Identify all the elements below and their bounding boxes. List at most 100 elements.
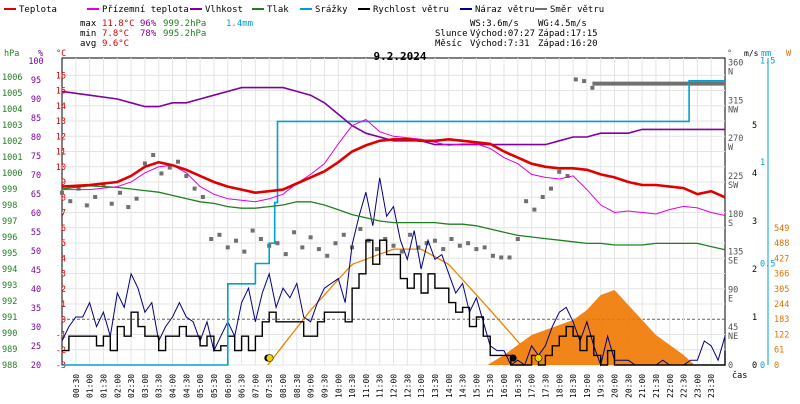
wind-direction-point: [540, 195, 545, 199]
wind-direction-point: [184, 174, 189, 178]
time-tick-label: 19:30: [597, 374, 606, 398]
stat-label: max: [80, 19, 97, 29]
time-tick-label: 01:30: [99, 374, 108, 398]
stat-label: min: [80, 29, 96, 39]
wind-direction-point: [308, 235, 313, 240]
info-moonset: Západ:16:20: [538, 39, 598, 49]
speed-tick-label: 2: [752, 265, 757, 275]
time-tick-label: 22:00: [666, 374, 675, 398]
time-tick-label: 03:30: [155, 374, 164, 398]
radiation-tick-label: 427: [774, 254, 789, 264]
wind-direction-point: [383, 237, 388, 241]
pressure-tick-label: 990: [2, 329, 17, 339]
wind-direction-point: [416, 245, 421, 250]
speed-tick-label: 5: [752, 121, 757, 131]
time-tick-label: 13:30: [431, 374, 440, 398]
rain-line: [62, 80, 725, 366]
pressure-tick-label: 992: [2, 297, 17, 307]
time-unit-label: čas: [732, 370, 747, 381]
radiation-tick-label: 122: [774, 330, 789, 340]
wind-direction-point: [424, 241, 429, 246]
time-tick-label: 17:00: [528, 374, 537, 398]
speed-tick-label: 4: [752, 169, 757, 179]
wind-direction-point: [341, 232, 346, 237]
wind-direction-point: [167, 165, 172, 170]
temperature-tick-label: 2: [61, 285, 66, 295]
wind-direction-point: [582, 79, 587, 84]
rain-tick-label: 1: [760, 158, 765, 168]
rain-tick-label: 0: [760, 361, 765, 371]
wind-direction-point: [316, 247, 321, 252]
time-tick-label: 23:00: [693, 374, 702, 398]
wind-direction-point: [242, 249, 247, 254]
info-sunset: Západ:17:15: [538, 29, 598, 39]
humidity-tick-label: 75: [31, 152, 41, 162]
speed-unit-label: m/s: [744, 49, 759, 58]
radiation-tick-label: 305: [774, 285, 789, 295]
humidity-tick-label: 35: [31, 304, 41, 314]
pressure-tick-label: 999: [2, 185, 17, 195]
direction-tick-label: NW: [728, 105, 739, 115]
temperature-tick-label: 9: [61, 178, 66, 188]
time-tick-label: 18:00: [555, 374, 564, 398]
wind-direction-point: [126, 205, 131, 210]
wind-direction-point: [60, 190, 64, 195]
radiation-tick-label: 366: [774, 270, 789, 280]
pressure-tick-label: 1000: [2, 169, 22, 179]
temperature-tick-label: 13: [56, 117, 66, 127]
sunset-marker: [534, 354, 543, 362]
wind-direction-point: [333, 241, 338, 246]
wind-direction-point: [507, 255, 512, 260]
time-tick-label: 21:00: [638, 374, 647, 398]
legend-label: Tlak: [267, 5, 289, 15]
time-tick-label: 16:30: [514, 374, 523, 398]
humidity-tick-label: 80: [31, 133, 41, 143]
pressure-tick-label: 1002: [2, 137, 22, 147]
pressure-tick-label: 1003: [2, 121, 22, 131]
pressure-tick-label: 988: [2, 361, 17, 371]
wind-direction-point: [474, 247, 479, 252]
wind-direction-point: [283, 252, 288, 257]
wind-speed-line: [62, 239, 726, 366]
time-tick-label: 19:00: [583, 374, 592, 398]
wind-direction-point: [490, 253, 495, 258]
time-tick-label: 15:30: [486, 374, 495, 398]
pressure-line: [61, 185, 726, 251]
direction-tick-label: 360: [728, 59, 743, 69]
direction-tick-label: W: [728, 143, 734, 153]
wind-direction-point: [374, 247, 379, 252]
wind-direction-point: [225, 245, 230, 250]
temperature-tick-label: -3: [56, 361, 66, 371]
temperature-tick-label: 8: [61, 193, 66, 203]
info-moon-label: Měsíc: [435, 39, 462, 49]
temperature-line: [61, 137, 726, 199]
direction-tick-label: S: [728, 219, 733, 229]
humidity-tick-label: 95: [31, 76, 41, 86]
pressure-tick-label: 1001: [2, 153, 22, 163]
time-tick-label: 12:00: [390, 374, 399, 398]
humidity-tick-label: 85: [31, 114, 41, 124]
time-tick-label: 00:30: [72, 374, 81, 398]
rain-unit-label: mm: [761, 49, 771, 59]
time-tick-label: 22:30: [680, 374, 689, 398]
time-tick-label: 23:30: [707, 374, 716, 398]
pressure-tick-label: 996: [2, 233, 17, 243]
time-tick-label: 07:00: [251, 374, 260, 398]
radiation-tick-label: 488: [774, 239, 789, 249]
radiation-area: [487, 290, 695, 365]
wind-direction-point: [84, 203, 89, 208]
sunrise-marker: [265, 354, 274, 362]
time-tick-label: 09:00: [307, 374, 316, 398]
legend-label: Směr větru: [550, 5, 604, 15]
radiation-tick-label: 244: [774, 300, 789, 310]
time-tick-label: 21:30: [652, 374, 661, 398]
pressure-tick-label: 995: [2, 249, 17, 259]
time-tick-label: 02:00: [113, 374, 122, 398]
wind-direction-point: [590, 85, 595, 90]
stat-temp: 11.8°C: [102, 19, 135, 29]
wind-direction-point: [499, 255, 504, 260]
time-tick-label: 18:30: [569, 374, 578, 398]
wind-direction-point: [325, 253, 330, 258]
radiation-tick-label: 183: [774, 315, 789, 325]
